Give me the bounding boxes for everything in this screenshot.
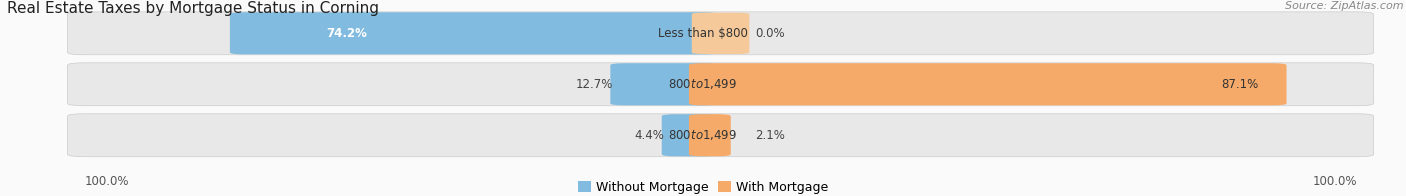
Text: 0.0%: 0.0%	[755, 27, 785, 40]
Text: 100.0%: 100.0%	[1312, 175, 1357, 188]
Text: $800 to $1,499: $800 to $1,499	[668, 77, 738, 91]
Text: 2.1%: 2.1%	[755, 129, 785, 142]
Text: 87.1%: 87.1%	[1222, 78, 1258, 91]
Text: 74.2%: 74.2%	[326, 27, 367, 40]
Text: Real Estate Taxes by Mortgage Status in Corning: Real Estate Taxes by Mortgage Status in …	[7, 1, 380, 16]
FancyBboxPatch shape	[610, 63, 717, 105]
FancyBboxPatch shape	[662, 114, 717, 156]
FancyBboxPatch shape	[231, 12, 717, 54]
Text: 4.4%: 4.4%	[634, 129, 665, 142]
FancyBboxPatch shape	[67, 12, 1374, 55]
Text: 12.7%: 12.7%	[576, 78, 613, 91]
FancyBboxPatch shape	[689, 63, 1286, 105]
FancyBboxPatch shape	[692, 13, 749, 54]
Text: 100.0%: 100.0%	[84, 175, 129, 188]
Text: $800 to $1,499: $800 to $1,499	[668, 128, 738, 142]
Text: Source: ZipAtlas.com: Source: ZipAtlas.com	[1285, 1, 1403, 11]
FancyBboxPatch shape	[67, 63, 1374, 106]
Legend: Without Mortgage, With Mortgage: Without Mortgage, With Mortgage	[578, 181, 828, 194]
FancyBboxPatch shape	[67, 114, 1374, 157]
Text: Less than $800: Less than $800	[658, 27, 748, 40]
FancyBboxPatch shape	[689, 114, 731, 156]
